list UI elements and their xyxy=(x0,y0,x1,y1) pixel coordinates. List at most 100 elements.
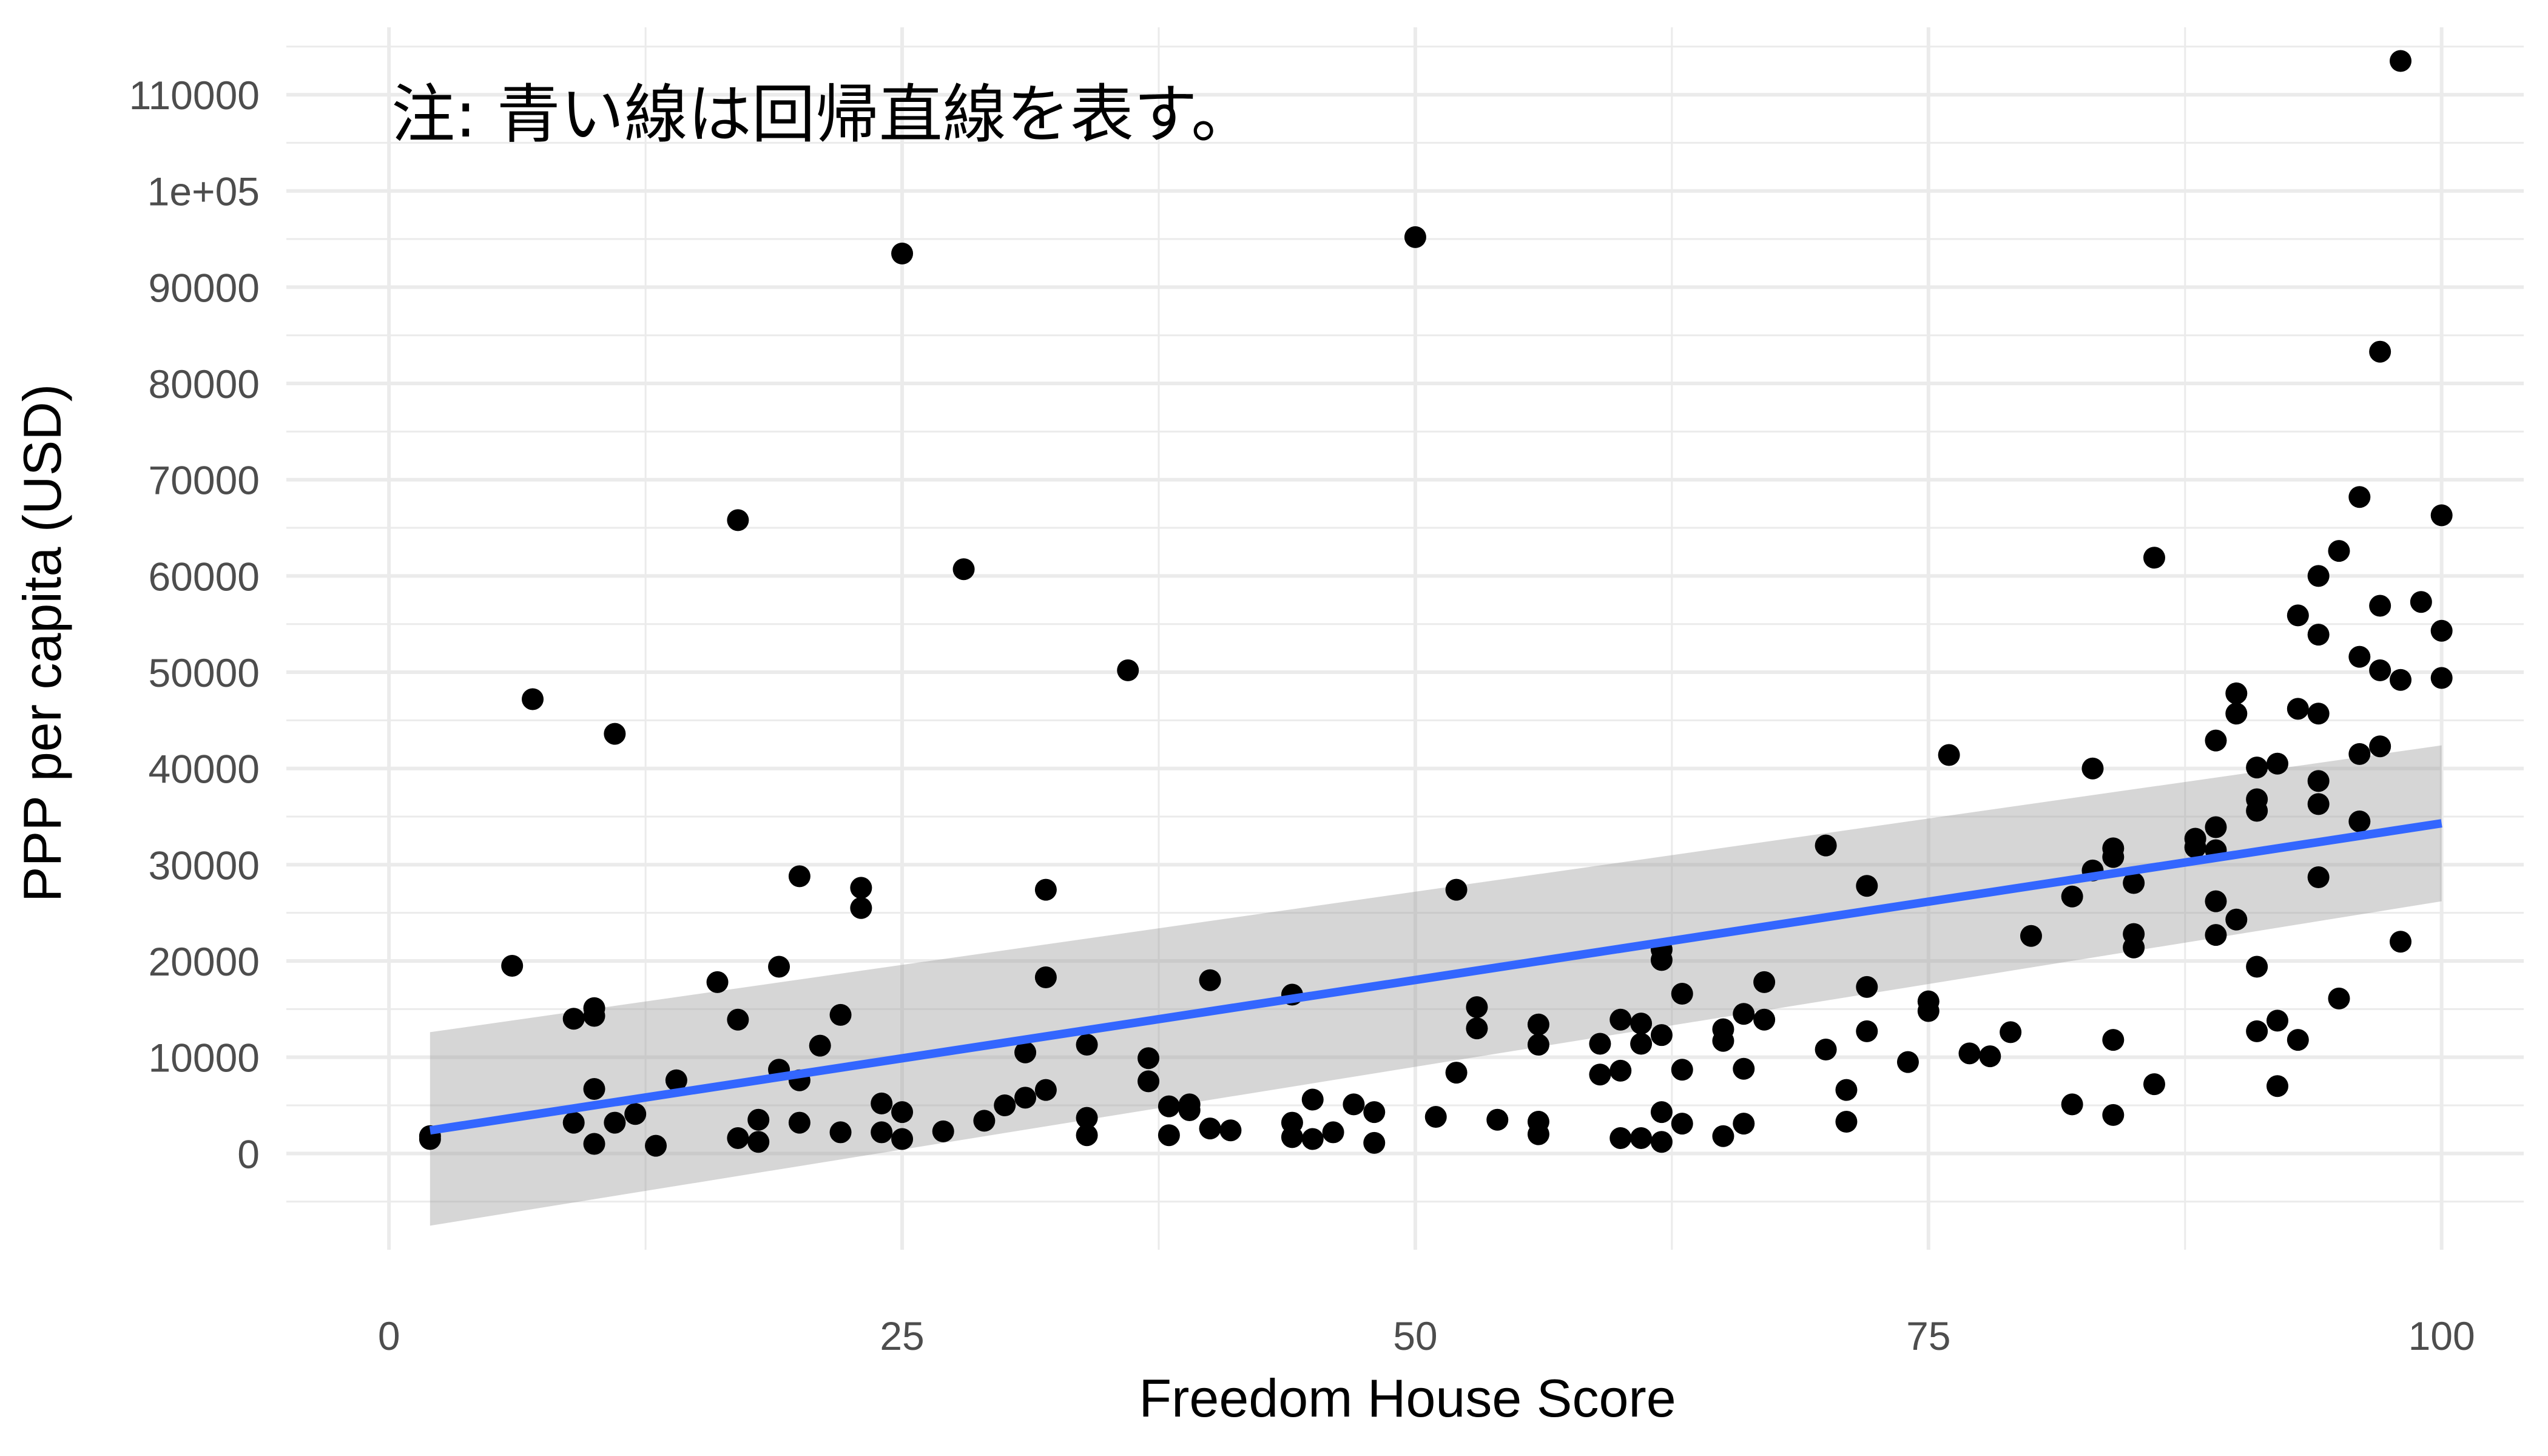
data-point xyxy=(1034,966,1057,988)
data-point xyxy=(2061,885,2083,908)
data-point xyxy=(1301,1128,1324,1150)
data-point xyxy=(1363,1101,1386,1124)
data-point xyxy=(871,1121,893,1144)
data-point xyxy=(891,1101,914,1124)
chart-annotation: 注: 青い線は回帰直線を表す。 xyxy=(391,78,1255,152)
data-point xyxy=(1630,1013,1653,1035)
x-axis-title: Freedom House Score xyxy=(1139,1368,1676,1428)
data-point xyxy=(2307,624,2330,646)
data-point xyxy=(891,1128,914,1150)
data-point xyxy=(1671,982,1693,1005)
data-point xyxy=(1733,1113,1755,1135)
data-point xyxy=(1835,1110,1858,1133)
y-axis-title: PPP per capita (USD) xyxy=(12,384,72,902)
data-point xyxy=(1753,1008,1776,1031)
data-point xyxy=(2102,1029,2125,1051)
data-point xyxy=(2081,757,2104,780)
data-point xyxy=(871,1092,893,1114)
data-point xyxy=(747,1108,770,1131)
data-point xyxy=(2430,667,2453,689)
data-point xyxy=(1199,969,1221,991)
y-tick-label: 80000 xyxy=(148,362,260,406)
data-point xyxy=(2307,793,2330,815)
x-tick-label: 100 xyxy=(2408,1313,2475,1358)
y-tick-label: 110000 xyxy=(129,73,260,118)
data-point xyxy=(1650,1024,1673,1046)
y-tick-label: 90000 xyxy=(148,265,260,310)
data-point xyxy=(1445,1062,1468,1084)
data-point xyxy=(1815,1038,1837,1060)
data-point xyxy=(1671,1059,1693,1081)
data-point xyxy=(2369,595,2391,617)
data-point xyxy=(1138,1070,1160,1093)
data-point xyxy=(2307,866,2330,888)
data-point xyxy=(2266,1075,2288,1097)
data-point xyxy=(1815,834,1837,857)
data-point xyxy=(2389,669,2412,691)
data-point xyxy=(2348,810,2371,832)
data-point xyxy=(1650,1131,1673,1153)
data-point xyxy=(727,1008,749,1031)
data-point xyxy=(1281,1126,1303,1148)
data-point xyxy=(2205,729,2227,752)
data-point xyxy=(2061,1093,2083,1116)
data-point xyxy=(727,509,749,531)
data-point xyxy=(2389,50,2412,72)
data-point xyxy=(624,1103,647,1125)
data-point xyxy=(1199,1117,1221,1140)
y-tick-label: 70000 xyxy=(148,458,260,503)
data-point xyxy=(2246,757,2268,779)
data-point xyxy=(1527,1034,1549,1056)
data-point xyxy=(1733,1003,1755,1025)
x-axis-tick-labels: 0 25 50 75 100 xyxy=(378,1313,2475,1358)
y-tick-label: 40000 xyxy=(148,747,260,792)
data-point xyxy=(1486,1108,1509,1131)
data-point xyxy=(583,1078,605,1100)
confidence-band xyxy=(430,745,2442,1226)
data-point xyxy=(829,1003,852,1026)
data-point xyxy=(1650,949,1673,971)
data-point xyxy=(2328,987,2350,1009)
data-point xyxy=(1076,1107,1098,1129)
data-point xyxy=(1014,1087,1037,1109)
data-point xyxy=(768,956,790,978)
data-point xyxy=(1650,1101,1673,1124)
data-point xyxy=(2184,836,2206,858)
data-point xyxy=(665,1069,687,1091)
regression-line xyxy=(429,819,2442,1135)
data-point xyxy=(1753,971,1776,993)
data-point xyxy=(1466,996,1488,1019)
data-point xyxy=(1466,1017,1488,1040)
data-point xyxy=(2348,743,2371,765)
data-point xyxy=(2225,682,2248,704)
data-point xyxy=(1958,1042,1981,1065)
data-point xyxy=(809,1034,831,1057)
data-point xyxy=(2430,619,2453,642)
data-point xyxy=(1322,1121,1344,1144)
data-point xyxy=(850,877,872,899)
data-point xyxy=(2143,1073,2165,1096)
data-point xyxy=(1856,1020,1878,1042)
data-point xyxy=(2143,547,2165,569)
data-point xyxy=(2102,1104,2125,1126)
data-point xyxy=(583,1133,605,1155)
data-point xyxy=(1178,1099,1201,1121)
data-point xyxy=(1938,744,1960,766)
data-point xyxy=(1856,875,1878,897)
data-point xyxy=(2266,752,2288,775)
data-point xyxy=(2020,925,2042,947)
data-point xyxy=(1404,226,1426,248)
data-point xyxy=(747,1131,770,1153)
data-point xyxy=(1589,1063,1611,1086)
data-point xyxy=(2246,956,2268,978)
data-point xyxy=(2348,486,2371,508)
data-point xyxy=(1076,1124,1098,1147)
data-point xyxy=(2369,735,2391,758)
data-point xyxy=(2123,936,2145,959)
data-point xyxy=(2287,1029,2309,1051)
data-point xyxy=(788,1111,811,1134)
data-point xyxy=(2000,1021,2022,1043)
data-point xyxy=(1589,1033,1611,1055)
data-point xyxy=(1609,1008,1632,1031)
